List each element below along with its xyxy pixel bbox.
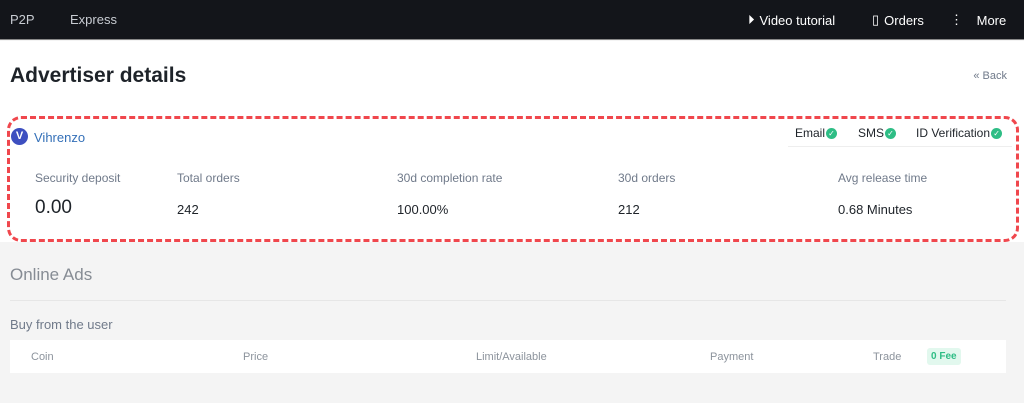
nav-p2p[interactable]: P2P xyxy=(10,12,35,27)
online-ads-heading: Online Ads xyxy=(10,265,93,284)
ads-table-header: Coin Price Limit/Available Payment Trade… xyxy=(10,340,1006,373)
column-header: Price xyxy=(243,351,269,363)
column-header: Trade xyxy=(873,351,902,363)
page-title: Advertiser details xyxy=(10,64,187,87)
column-header: Coin xyxy=(31,351,54,363)
divider xyxy=(10,300,1006,301)
zero-fee-badge: 0 Fee xyxy=(927,348,961,365)
column-header: Payment xyxy=(710,351,754,363)
stat-label: 30d completion rate xyxy=(397,171,503,185)
nav-express[interactable]: Express xyxy=(70,12,117,27)
stat-value: 0.00 xyxy=(35,197,72,218)
stat-value: 212 xyxy=(618,202,640,217)
verification-email: Email ✓ xyxy=(795,126,838,140)
more-vertical-icon: ⋮ xyxy=(950,12,963,27)
check-icon: ✓ xyxy=(991,127,1003,139)
highlight-box xyxy=(7,116,1019,242)
video-tutorial-link[interactable]: ⏵ Video tutorial xyxy=(748,12,836,28)
details-panel xyxy=(0,41,1024,242)
check-icon: ✓ xyxy=(885,127,897,139)
stat-label: Total orders xyxy=(177,171,240,185)
stat-value: 0.68 Minutes xyxy=(838,202,913,217)
play-icon: ⏵ xyxy=(748,12,755,27)
stat-label: Security deposit xyxy=(35,171,121,185)
avatar: V xyxy=(11,128,28,145)
stat-value: 100.00% xyxy=(397,202,449,217)
check-icon: ✓ xyxy=(826,127,838,139)
document-icon: ▯ xyxy=(872,12,880,27)
stat-value: 242 xyxy=(177,202,199,217)
verification-id: ID Verification ✓ xyxy=(916,126,1003,140)
verification-sms: SMS ✓ xyxy=(858,126,897,140)
divider xyxy=(788,146,1012,147)
stat-label: 30d orders xyxy=(618,171,676,185)
column-header: Limit/Available xyxy=(476,351,547,363)
stat-label: Avg release time xyxy=(838,171,928,185)
top-nav: P2P Express ⏵ Video tutorial ▯ Orders ⋮ Mo… xyxy=(0,0,1024,40)
more-menu[interactable]: ⋮ More xyxy=(950,12,1007,28)
orders-link[interactable]: ▯ Orders xyxy=(872,12,924,28)
back-link[interactable]: « Back xyxy=(973,70,1007,82)
advertiser-name[interactable]: Vihrenzo xyxy=(34,130,86,145)
buy-section-heading: Buy from the user xyxy=(10,317,113,332)
